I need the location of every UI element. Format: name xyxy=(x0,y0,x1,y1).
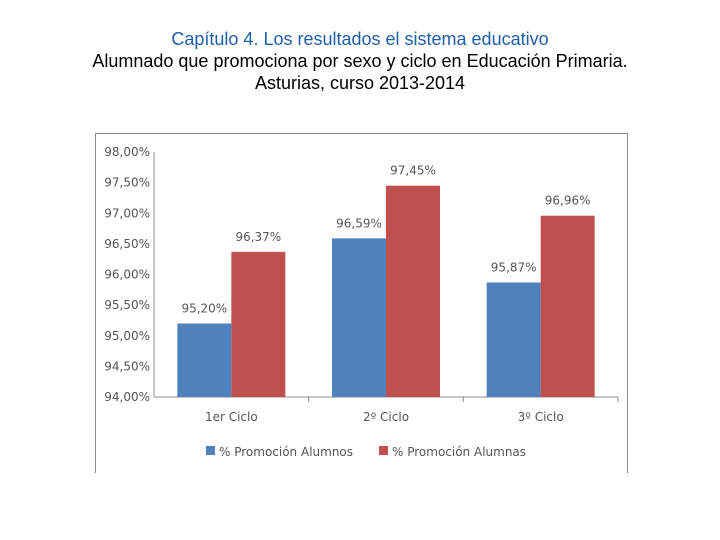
y-tick-label: 97,50% xyxy=(104,176,150,190)
chart-subtitle-line1: Alumnado que promociona por sexo y ciclo… xyxy=(92,51,628,71)
bar-alumnos-2 xyxy=(332,238,386,397)
data-label: 96,96% xyxy=(545,194,591,208)
y-tick-label: 98,00% xyxy=(104,145,150,159)
y-tick-label: 96,00% xyxy=(104,268,150,282)
header: Capítulo 4. Los resultados el sistema ed… xyxy=(0,28,720,94)
data-label: 95,20% xyxy=(181,302,227,316)
bar-alumnas-3 xyxy=(540,215,595,397)
y-tick-label: 96,50% xyxy=(104,237,150,251)
data-label: 97,45% xyxy=(390,164,436,178)
bar-alumnas-1 xyxy=(231,251,286,397)
data-label: 95,87% xyxy=(491,260,537,274)
legend-swatch-alumnas xyxy=(379,446,388,455)
y-tick-label: 97,00% xyxy=(104,206,150,220)
bar-alumnos-3 xyxy=(486,282,541,397)
chart-subtitle-line2: Asturias, curso 2013-2014 xyxy=(254,73,466,93)
legend-swatch-alumnos xyxy=(206,446,215,455)
legend-label: % Promoción Alumnas xyxy=(392,445,526,459)
data-label: 96,59% xyxy=(336,216,382,230)
y-tick-label: 95,00% xyxy=(104,329,150,343)
data-label: 96,37% xyxy=(235,230,281,244)
legend-label: % Promoción Alumnos xyxy=(219,445,353,459)
bar-chart: 94,00% 94,50% 95,00% 95,50% 96,00% 96,50% 97,0… xyxy=(104,145,619,459)
chapter-title: Capítulo 4. Los resultados el sistema ed… xyxy=(171,29,549,49)
x-tick-label: 1er Ciclo xyxy=(205,410,258,424)
bar-alumnas-2 xyxy=(386,185,440,397)
y-tick-label: 94,50% xyxy=(104,359,150,373)
chart-frame: 94,00% 94,50% 95,00% 95,50% 96,00% 96,50% 97,0… xyxy=(95,133,628,473)
y-tick-label: 95,50% xyxy=(104,298,150,312)
y-tick-label: 94,00% xyxy=(104,390,150,404)
bar-alumnos-1 xyxy=(177,323,232,397)
x-tick-label: 3º Ciclo xyxy=(518,410,564,424)
x-tick-label: 2º Ciclo xyxy=(363,410,409,424)
